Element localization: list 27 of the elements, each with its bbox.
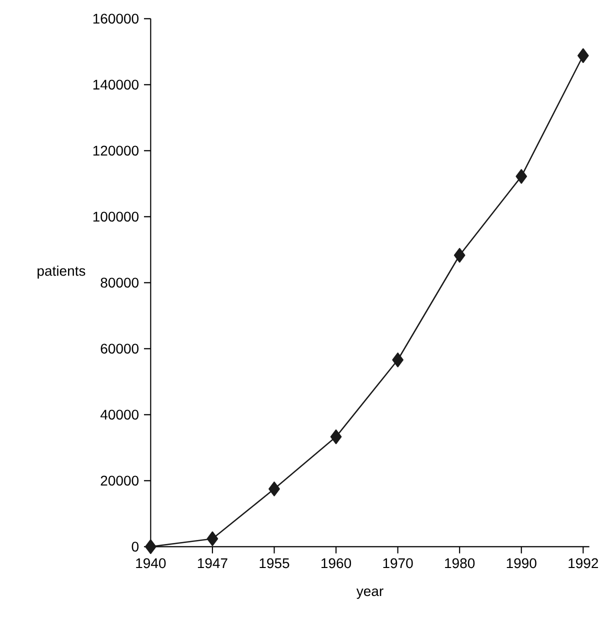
point [516, 169, 528, 184]
y-tick-label: 140000 [93, 80, 139, 90]
y-tick-label: 40000 [100, 410, 139, 420]
point [145, 539, 156, 554]
y-tick-label: 120000 [93, 146, 139, 156]
x-tick-label: 1970 [383, 558, 413, 568]
point [454, 248, 466, 263]
y-axis-title: patients [38, 266, 86, 279]
x-tick-label: 1940 [136, 558, 166, 568]
y-tick-label: 0 [132, 542, 139, 552]
x-tick-label: 1980 [445, 558, 475, 568]
y-tick-label: 80000 [100, 278, 139, 288]
point [392, 352, 404, 368]
point [206, 531, 218, 546]
point [330, 429, 342, 444]
y-tick-label: 20000 [100, 476, 139, 486]
x-tick-label: 1992 [568, 558, 598, 568]
x-axis-title: year [356, 588, 384, 599]
x-tick-label: 1960 [322, 558, 352, 568]
y-tick-label: 160000 [93, 14, 139, 24]
y-tick-label: 100000 [93, 212, 139, 222]
x-tick-label: 1947 [198, 558, 228, 568]
x-tick-label: 1955 [260, 558, 290, 568]
y-tick-label: 60000 [100, 344, 139, 354]
point [268, 482, 280, 496]
x-tick-label: 1990 [506, 558, 536, 568]
point [577, 48, 589, 63]
